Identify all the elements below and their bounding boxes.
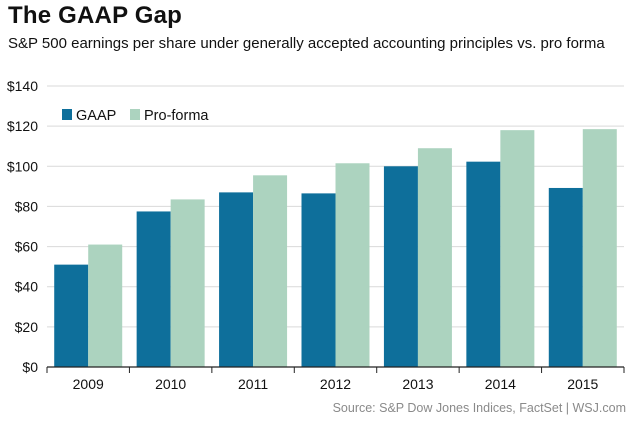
- x-tick-label: 2011: [238, 376, 268, 392]
- x-tick-label: 2014: [485, 376, 516, 392]
- bar-gaap-2011: [219, 192, 254, 367]
- y-tick-label: $20: [15, 319, 39, 335]
- bar-proforma-2010: [170, 199, 205, 367]
- bar-proforma-2014: [500, 130, 535, 367]
- legend-gaap-swatch: [62, 109, 72, 120]
- bar-gaap-2014: [466, 161, 501, 367]
- y-tick-label: $0: [22, 359, 38, 375]
- bar-gaap-2013: [383, 166, 418, 367]
- bar-gaap-2015: [548, 187, 583, 367]
- bar-proforma-2011: [253, 175, 288, 367]
- x-tick-label: 2012: [320, 376, 351, 392]
- x-tick-label: 2015: [567, 376, 598, 392]
- bar-proforma-2015: [582, 129, 617, 367]
- bar-proforma-2012: [335, 163, 370, 367]
- y-tick-label: $100: [7, 158, 38, 174]
- source-note: Source: S&P Dow Jones Indices, FactSet |…: [332, 401, 626, 415]
- legend-gaap-label: GAAP: [76, 108, 116, 124]
- y-tick-label: $40: [15, 279, 39, 295]
- legend-proforma-label: Pro-forma: [144, 108, 209, 124]
- bar-gaap-2010: [136, 211, 171, 367]
- x-tick-label: 2013: [402, 376, 433, 392]
- bar-gaap-2012: [301, 193, 336, 367]
- legend-proforma-swatch: [130, 109, 140, 120]
- chart-subtitle: S&P 500 earnings per share under general…: [8, 35, 605, 52]
- y-tick-label: $80: [15, 198, 39, 214]
- y-tick-label: $140: [7, 78, 38, 94]
- bar-proforma-2009: [88, 244, 123, 367]
- x-tick-label: 2009: [73, 376, 104, 392]
- chart-title: The GAAP Gap: [8, 2, 182, 29]
- y-tick-label: $60: [15, 239, 39, 255]
- bar-proforma-2013: [417, 148, 452, 367]
- x-tick-label: 2010: [155, 376, 186, 392]
- bar-gaap-2009: [54, 264, 89, 367]
- y-tick-label: $120: [7, 118, 38, 134]
